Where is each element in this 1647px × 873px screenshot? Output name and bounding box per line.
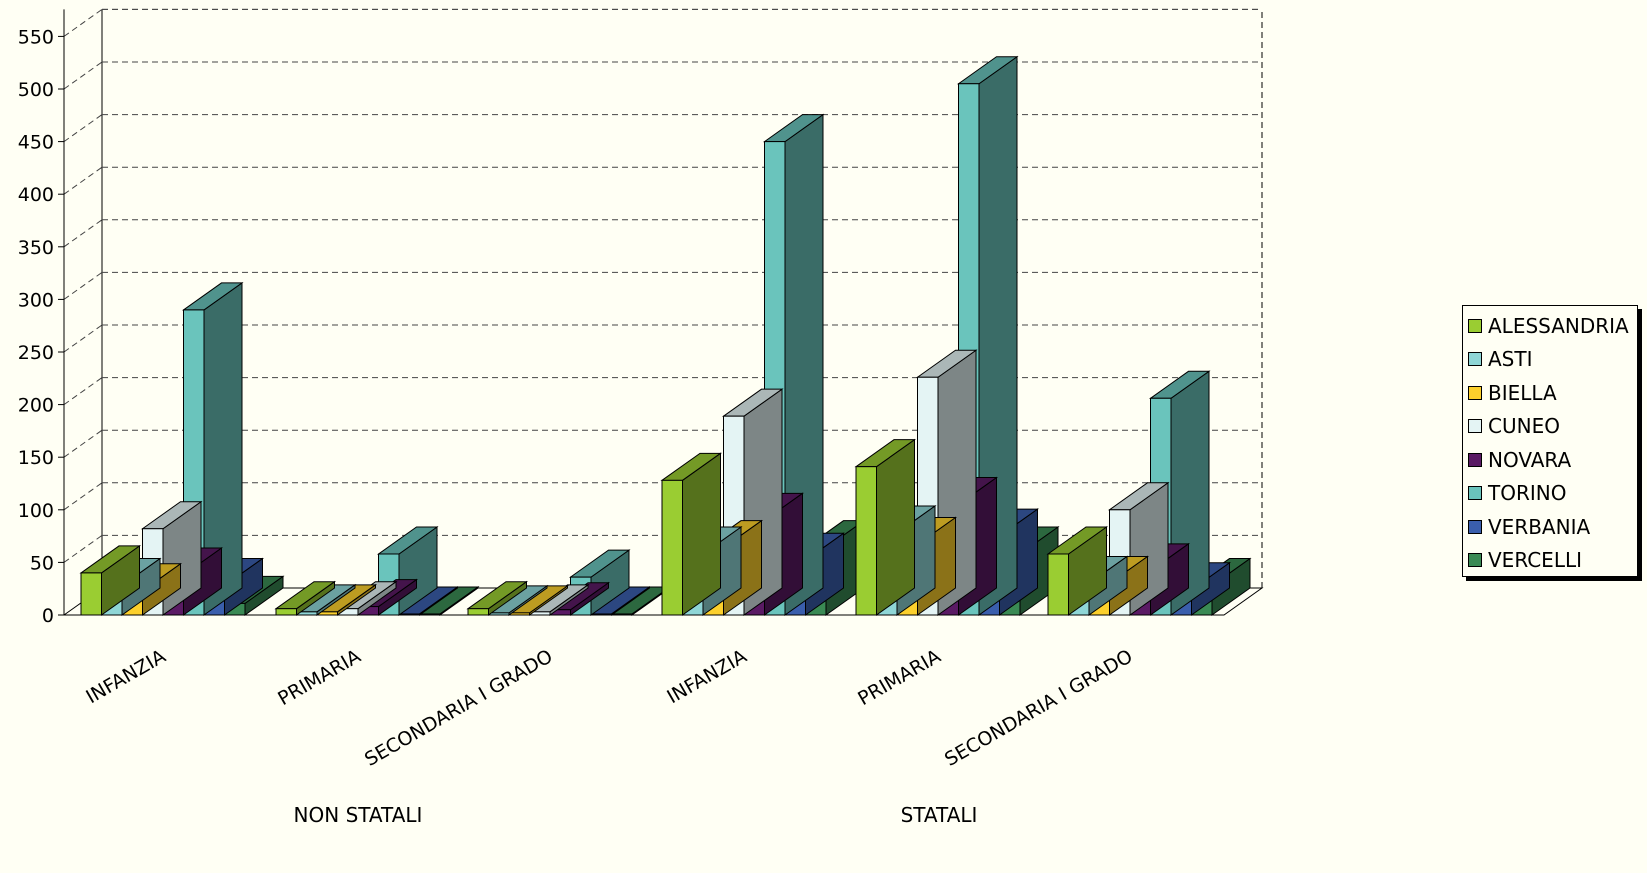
- bar-front: [590, 613, 612, 616]
- legend-item: BIELLA: [1468, 376, 1637, 410]
- x-tick-label: SECONDARIA I GRADO: [361, 645, 556, 771]
- bar: [1046, 526, 1109, 616]
- legend-item: ALESSANDRIA: [1468, 309, 1637, 343]
- legend-item: VERCELLI: [1468, 544, 1637, 578]
- legend-label: TORINO: [1488, 481, 1567, 506]
- bar: [507, 584, 570, 616]
- legend-item: TORINO: [1468, 477, 1637, 511]
- x-tick-label: INFANZIA: [663, 645, 750, 708]
- bar-front: [467, 608, 489, 616]
- y-tick-label: 450: [18, 132, 54, 154]
- x-tick-label: INFANZIA: [82, 645, 169, 708]
- legend-label: NOVARA: [1488, 447, 1572, 472]
- x-tick-label: SECONDARIA I GRADO: [941, 645, 1136, 771]
- group-label: NON STATALI: [294, 803, 423, 827]
- legend-label: ALESSANDRIA: [1488, 313, 1629, 338]
- bar-front: [275, 608, 297, 616]
- gridline-side: [63, 219, 103, 248]
- y-tick-label: 250: [18, 342, 54, 364]
- legend-swatch: [1468, 486, 1482, 501]
- bar: [466, 580, 529, 616]
- legend-label: VERCELLI: [1488, 548, 1583, 573]
- gridline-side: [63, 429, 103, 458]
- bar-cluster: [660, 113, 866, 616]
- y-tick-label: 0: [42, 605, 54, 627]
- y-tick-label: 550: [18, 26, 54, 48]
- y-tick-label: 100: [18, 500, 54, 522]
- bar: [854, 438, 917, 616]
- bar-front: [1047, 553, 1069, 616]
- bar-front: [855, 466, 877, 616]
- y-tick-label: 50: [30, 552, 54, 574]
- bar-front: [80, 572, 102, 616]
- gridline-side: [63, 482, 103, 511]
- bar: [274, 580, 337, 616]
- legend-swatch: [1468, 419, 1482, 434]
- y-tick-label: 500: [18, 79, 54, 101]
- bar-front: [419, 613, 441, 616]
- legend-item: VERBANIA: [1468, 510, 1637, 544]
- bar: [417, 585, 480, 616]
- legend-swatch: [1468, 352, 1482, 367]
- bar-front: [661, 479, 683, 616]
- legend-item: CUNEO: [1468, 410, 1637, 444]
- gridline-side: [63, 271, 103, 300]
- bar-front: [611, 613, 633, 616]
- legend-swatch: [1468, 553, 1482, 568]
- bar-cluster: [466, 549, 672, 616]
- bar-cluster: [854, 55, 1060, 616]
- bar-side: [876, 438, 915, 616]
- bar-cluster: [1046, 370, 1252, 616]
- bar-side: [682, 452, 721, 616]
- gridline-side: [63, 114, 103, 143]
- legend-swatch: [1468, 318, 1482, 333]
- legend-swatch: [1468, 385, 1482, 400]
- gridline-side: [63, 166, 103, 195]
- legend-label: VERBANIA: [1488, 514, 1591, 539]
- legend-swatch: [1468, 452, 1482, 467]
- bar-cluster: [79, 281, 285, 616]
- legend-item: ASTI: [1468, 343, 1637, 377]
- bar: [660, 452, 723, 616]
- legend-item: NOVARA: [1468, 443, 1637, 477]
- y-tick-label: 400: [18, 184, 54, 206]
- y-tick-label: 300: [18, 289, 54, 311]
- x-tick-label: PRIMARIA: [854, 645, 944, 710]
- gridline-side: [63, 61, 103, 90]
- bar: [79, 544, 142, 616]
- x-tick-label: PRIMARIA: [274, 645, 364, 710]
- y-tick-label: 150: [18, 447, 54, 469]
- legend-label: BIELLA: [1488, 380, 1557, 405]
- gridline-side: [63, 8, 103, 37]
- legend: ALESSANDRIA ASTI BIELLA CUNEO NOVARA TOR…: [1462, 305, 1638, 577]
- legend-swatch: [1468, 519, 1482, 534]
- y-tick-label: 350: [18, 237, 54, 259]
- legend-label: ASTI: [1488, 347, 1533, 372]
- bar-front: [398, 613, 420, 616]
- bar-cluster: [274, 526, 480, 616]
- bar: [589, 585, 652, 616]
- group-label: STATALI: [901, 803, 978, 827]
- y-tick-label: 200: [18, 395, 54, 417]
- gridline-side: [63, 377, 103, 406]
- gridline-side: [63, 534, 103, 563]
- gridline-side: [63, 324, 103, 353]
- legend-label: CUNEO: [1488, 414, 1560, 439]
